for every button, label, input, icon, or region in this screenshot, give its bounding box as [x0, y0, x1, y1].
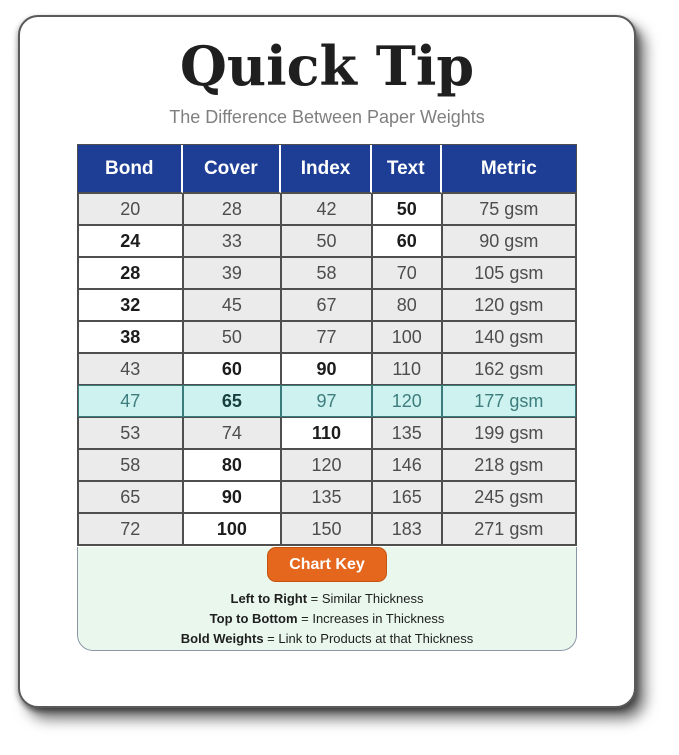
weight-cell: 120	[281, 449, 372, 481]
weight-cell: 20	[78, 193, 183, 225]
chart-key-term: Top to Bottom	[209, 611, 298, 626]
metric-cell: 120 gsm	[441, 289, 576, 321]
weight-cell: 183	[371, 513, 442, 545]
table-row: 53 74 110 135 199 gsm	[78, 417, 576, 449]
chart-key-panel: Chart Key Left to Right = Similar Thickn…	[77, 547, 577, 651]
weight-cell-link[interactable]: 100	[182, 513, 282, 545]
weight-cell: 70	[371, 257, 442, 289]
column-header-index: Index	[281, 145, 372, 193]
table-row: 72 100 150 183 271 gsm	[78, 513, 576, 545]
weight-cell-link[interactable]: 60	[182, 353, 282, 385]
weight-cell: 77	[281, 321, 372, 353]
chart-key-term: Bold Weights	[180, 631, 264, 646]
weight-cell: 43	[78, 353, 183, 385]
weight-cell: 45	[182, 289, 282, 321]
weight-cell: 58	[78, 449, 183, 481]
metric-cell: 162 gsm	[441, 353, 576, 385]
weight-cell-link[interactable]: 110	[281, 417, 372, 449]
metric-cell: 90 gsm	[441, 225, 576, 257]
weight-cell: 50	[182, 321, 282, 353]
chart-key-definition: = Increases in Thickness	[297, 611, 445, 626]
table-header: Bond Cover Index Text Metric	[78, 145, 576, 193]
table-row: 28 39 58 70 105 gsm	[78, 257, 576, 289]
table-row-highlighted: 47 65 97 120 177 gsm	[78, 385, 576, 417]
metric-cell: 245 gsm	[441, 481, 576, 513]
weight-cell: 58	[281, 257, 372, 289]
weight-cell-link[interactable]: 38	[78, 321, 183, 353]
column-header-text: Text	[371, 145, 442, 193]
chart-key-definition: = Link to Products at that Thickness	[263, 631, 474, 646]
chart-key-entry: Left to Right = Similar Thickness	[78, 589, 576, 609]
weight-cell: 120	[371, 385, 442, 417]
weight-cell: 80	[371, 289, 442, 321]
column-header-metric: Metric	[441, 145, 576, 193]
weight-cell: 135	[281, 481, 372, 513]
weight-cell-link[interactable]: 90	[281, 353, 372, 385]
chart-key-entry: Bold Weights = Link to Products at that …	[78, 629, 576, 649]
metric-cell: 271 gsm	[441, 513, 576, 545]
metric-cell: 140 gsm	[441, 321, 576, 353]
table-row: 32 45 67 80 120 gsm	[78, 289, 576, 321]
paper-weights-table: Bond Cover Index Text Metric 20 28 42 50 75 gsm 2…	[77, 144, 577, 546]
weight-cell: 100	[371, 321, 442, 353]
quick-tip-card: Quick Tip The Difference Between Paper W…	[18, 15, 636, 708]
weight-cell: 97	[281, 385, 372, 417]
chart-key-term: Left to Right	[230, 591, 308, 606]
weight-cell: 65	[78, 481, 183, 513]
weight-cell: 53	[78, 417, 183, 449]
weight-cell: 33	[182, 225, 282, 257]
header-row: Bond Cover Index Text Metric	[78, 145, 576, 193]
column-header-cover: Cover	[182, 145, 282, 193]
weight-cell: 28	[182, 193, 282, 225]
subtitle: The Difference Between Paper Weights	[169, 107, 485, 127]
weight-cell-link[interactable]: 32	[78, 289, 183, 321]
column-header-bond: Bond	[78, 145, 183, 193]
table-row: 20 28 42 50 75 gsm	[78, 193, 576, 225]
weight-cell: 165	[371, 481, 442, 513]
metric-cell: 199 gsm	[441, 417, 576, 449]
weight-cell-link[interactable]: 65	[182, 385, 282, 417]
weight-cell: 146	[371, 449, 442, 481]
table-row: 65 90 135 165 245 gsm	[78, 481, 576, 513]
weight-cell: 47	[78, 385, 183, 417]
weight-cell: 50	[281, 225, 372, 257]
weight-cell-link[interactable]: 60	[371, 225, 442, 257]
metric-cell: 105 gsm	[441, 257, 576, 289]
metric-cell: 177 gsm	[441, 385, 576, 417]
weight-cell: 42	[281, 193, 372, 225]
chart-key-entries: Left to Right = Similar Thickness Top to …	[78, 589, 576, 649]
chart-key-entry: Top to Bottom = Increases in Thickness	[78, 609, 576, 629]
chart-key-button[interactable]: Chart Key	[267, 547, 387, 582]
metric-cell: 218 gsm	[441, 449, 576, 481]
table-row: 43 60 90 110 162 gsm	[78, 353, 576, 385]
metric-cell: 75 gsm	[441, 193, 576, 225]
weight-cell: 72	[78, 513, 183, 545]
weight-cell: 135	[371, 417, 442, 449]
chart-key-definition: = Similar Thickness	[307, 591, 424, 606]
weight-cell-link[interactable]: 50	[371, 193, 442, 225]
weight-cell: 39	[182, 257, 282, 289]
weight-cell: 110	[371, 353, 442, 385]
page-title: Quick Tip	[179, 34, 475, 98]
table-row: 24 33 50 60 90 gsm	[78, 225, 576, 257]
table-row: 38 50 77 100 140 gsm	[78, 321, 576, 353]
table-row: 58 80 120 146 218 gsm	[78, 449, 576, 481]
weight-cell: 74	[182, 417, 282, 449]
weight-cell-link[interactable]: 90	[182, 481, 282, 513]
table-body: 20 28 42 50 75 gsm 24 33 50 60 90 gsm 28 39 58 70 105 …	[78, 193, 576, 545]
weight-cell-link[interactable]: 24	[78, 225, 183, 257]
weight-cell-link[interactable]: 28	[78, 257, 183, 289]
weight-cell: 150	[281, 513, 372, 545]
weight-cell-link[interactable]: 80	[182, 449, 282, 481]
weight-cell: 67	[281, 289, 372, 321]
